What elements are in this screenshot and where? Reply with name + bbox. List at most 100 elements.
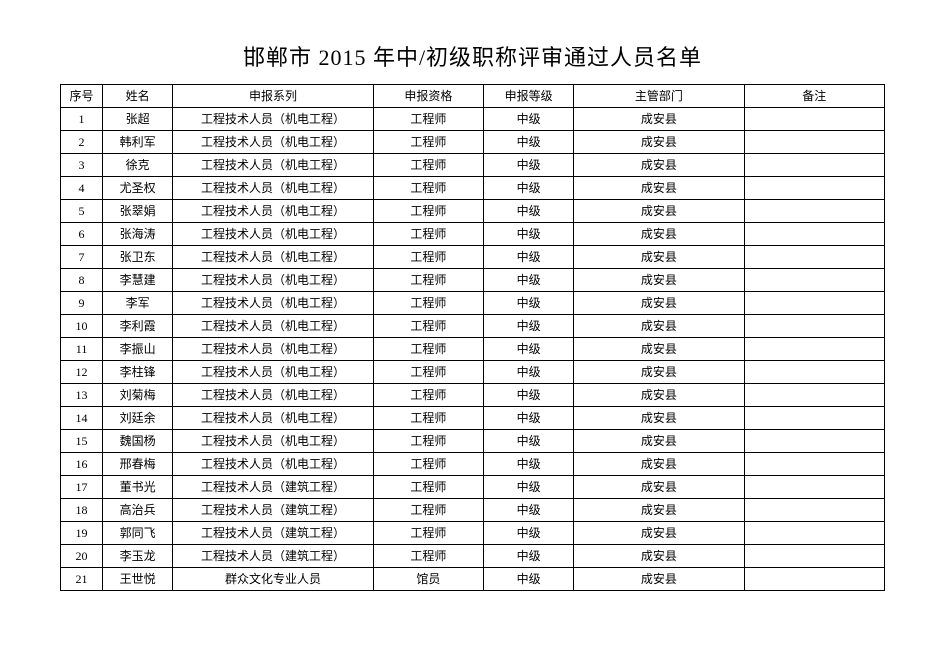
- table-row: 4尤圣权工程技术人员（机电工程）工程师中级成安县: [61, 177, 885, 200]
- table-cell: 工程师: [373, 108, 483, 131]
- table-cell: [744, 269, 884, 292]
- table-cell: [744, 522, 884, 545]
- table-cell: 工程技术人员（机电工程）: [173, 407, 373, 430]
- table-cell: 9: [61, 292, 103, 315]
- table-cell: 成安县: [574, 430, 744, 453]
- table-cell: 工程师: [373, 407, 483, 430]
- table-cell: 工程师: [373, 154, 483, 177]
- table-cell: 中级: [484, 246, 574, 269]
- table-cell: 工程技术人员（机电工程）: [173, 430, 373, 453]
- table-row: 21王世悦群众文化专业人员馆员中级成安县: [61, 568, 885, 591]
- table-cell: 李利霞: [103, 315, 173, 338]
- table-cell: 中级: [484, 338, 574, 361]
- table-cell: 19: [61, 522, 103, 545]
- table-cell: 2: [61, 131, 103, 154]
- table-cell: 张超: [103, 108, 173, 131]
- table-cell: 工程技术人员（机电工程）: [173, 384, 373, 407]
- table-cell: 李军: [103, 292, 173, 315]
- table-row: 16邢春梅工程技术人员（机电工程）工程师中级成安县: [61, 453, 885, 476]
- table-cell: 工程师: [373, 269, 483, 292]
- table-row: 3徐克工程技术人员（机电工程）工程师中级成安县: [61, 154, 885, 177]
- roster-table: 序号 姓名 申报系列 申报资格 申报等级 主管部门 备注 1张超工程技术人员（机…: [60, 84, 885, 591]
- table-cell: 张海涛: [103, 223, 173, 246]
- table-row: 10李利霞工程技术人员（机电工程）工程师中级成安县: [61, 315, 885, 338]
- table-cell: [744, 476, 884, 499]
- table-cell: 工程师: [373, 453, 483, 476]
- table-cell: 成安县: [574, 476, 744, 499]
- table-cell: 中级: [484, 499, 574, 522]
- table-cell: 8: [61, 269, 103, 292]
- table-cell: 徐克: [103, 154, 173, 177]
- table-cell: 中级: [484, 476, 574, 499]
- table-cell: 成安县: [574, 223, 744, 246]
- col-header-dept: 主管部门: [574, 85, 744, 108]
- table-cell: 13: [61, 384, 103, 407]
- table-cell: 成安县: [574, 292, 744, 315]
- table-cell: 成安县: [574, 131, 744, 154]
- table-cell: 中级: [484, 522, 574, 545]
- table-cell: 中级: [484, 108, 574, 131]
- table-cell: 刘菊梅: [103, 384, 173, 407]
- table-cell: 张翠娟: [103, 200, 173, 223]
- col-header-note: 备注: [744, 85, 884, 108]
- table-cell: 工程技术人员（建筑工程）: [173, 522, 373, 545]
- table-cell: 3: [61, 154, 103, 177]
- table-cell: [744, 384, 884, 407]
- table-cell: [744, 568, 884, 591]
- table-cell: 中级: [484, 545, 574, 568]
- table-cell: 工程师: [373, 476, 483, 499]
- table-cell: 中级: [484, 223, 574, 246]
- col-header-name: 姓名: [103, 85, 173, 108]
- table-cell: 工程技术人员（建筑工程）: [173, 545, 373, 568]
- table-cell: 成安县: [574, 453, 744, 476]
- table-row: 6张海涛工程技术人员（机电工程）工程师中级成安县: [61, 223, 885, 246]
- table-cell: 中级: [484, 131, 574, 154]
- table-cell: 成安县: [574, 338, 744, 361]
- table-cell: [744, 108, 884, 131]
- table-cell: 成安县: [574, 315, 744, 338]
- table-cell: 工程技术人员（机电工程）: [173, 246, 373, 269]
- table-cell: 中级: [484, 315, 574, 338]
- table-cell: 工程技术人员（机电工程）: [173, 338, 373, 361]
- table-cell: 王世悦: [103, 568, 173, 591]
- table-cell: 李柱锋: [103, 361, 173, 384]
- table-cell: 馆员: [373, 568, 483, 591]
- table-row: 1张超工程技术人员（机电工程）工程师中级成安县: [61, 108, 885, 131]
- table-cell: 成安县: [574, 177, 744, 200]
- table-cell: 工程技术人员（建筑工程）: [173, 499, 373, 522]
- table-cell: 李慧建: [103, 269, 173, 292]
- table-cell: 11: [61, 338, 103, 361]
- table-cell: 成安县: [574, 361, 744, 384]
- table-cell: 成安县: [574, 499, 744, 522]
- table-cell: 李玉龙: [103, 545, 173, 568]
- table-cell: 工程师: [373, 384, 483, 407]
- table-row: 18高治兵工程技术人员（建筑工程）工程师中级成安县: [61, 499, 885, 522]
- table-cell: [744, 338, 884, 361]
- table-cell: 工程技术人员（机电工程）: [173, 177, 373, 200]
- table-cell: 成安县: [574, 384, 744, 407]
- table-cell: 中级: [484, 177, 574, 200]
- table-cell: 12: [61, 361, 103, 384]
- table-cell: 群众文化专业人员: [173, 568, 373, 591]
- table-cell: 10: [61, 315, 103, 338]
- table-cell: 工程师: [373, 200, 483, 223]
- table-cell: 中级: [484, 154, 574, 177]
- table-row: 15魏国杨工程技术人员（机电工程）工程师中级成安县: [61, 430, 885, 453]
- table-cell: 工程师: [373, 131, 483, 154]
- table-row: 19郭同飞工程技术人员（建筑工程）工程师中级成安县: [61, 522, 885, 545]
- table-cell: 成安县: [574, 269, 744, 292]
- page-title: 邯郸市 2015 年中/初级职称评审通过人员名单: [60, 40, 885, 72]
- table-cell: 工程技术人员（机电工程）: [173, 200, 373, 223]
- table-cell: 21: [61, 568, 103, 591]
- table-cell: 工程技术人员（机电工程）: [173, 315, 373, 338]
- table-row: 13刘菊梅工程技术人员（机电工程）工程师中级成安县: [61, 384, 885, 407]
- table-cell: 韩利军: [103, 131, 173, 154]
- table-cell: 张卫东: [103, 246, 173, 269]
- table-cell: 中级: [484, 407, 574, 430]
- table-cell: 刘廷余: [103, 407, 173, 430]
- table-cell: [744, 131, 884, 154]
- table-cell: 工程师: [373, 499, 483, 522]
- table-cell: 工程师: [373, 522, 483, 545]
- table-cell: 成安县: [574, 522, 744, 545]
- table-cell: 工程师: [373, 545, 483, 568]
